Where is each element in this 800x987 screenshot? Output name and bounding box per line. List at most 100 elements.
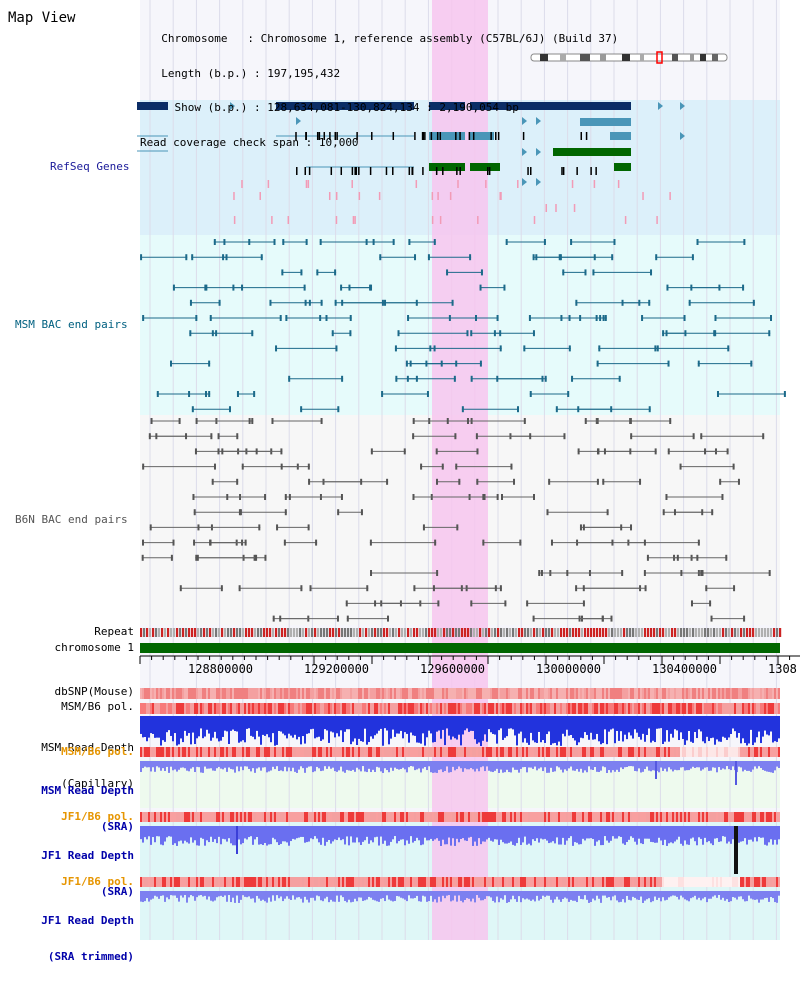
track-label-jf1-trim[interactable]: JF1 Read Depth (SRA trimmed) <box>41 891 134 987</box>
map-canvas[interactable] <box>0 0 800 940</box>
repeat-mark <box>485 628 488 637</box>
heat-strip-cell <box>488 877 490 887</box>
depth-bar <box>260 716 262 745</box>
heat-strip-cell <box>552 703 554 714</box>
axis-tick-label: 128800000 <box>188 662 254 676</box>
heat-strip-cell <box>338 688 340 699</box>
heat-strip-cell <box>312 877 314 887</box>
depth-bar <box>404 716 406 733</box>
repeat-mark <box>746 628 749 637</box>
depth-bar <box>144 891 146 902</box>
depth-bar <box>412 891 414 899</box>
depth-bar <box>340 826 342 841</box>
depth-bar <box>140 716 142 734</box>
heat-strip-cell <box>330 747 332 757</box>
repeat-mark <box>161 628 164 637</box>
depth-bar <box>344 716 346 732</box>
heat-strip-cell <box>634 688 636 699</box>
depth-bar <box>288 716 290 734</box>
heat-strip-cell <box>224 747 226 757</box>
heat-strip-cell <box>298 812 300 822</box>
depth-bar <box>426 716 428 738</box>
bac-end <box>618 375 621 382</box>
depth-bar <box>372 891 374 900</box>
track-label-msm-depth-cap[interactable]: MSM Read Depth (Capillary) <box>41 718 134 814</box>
heat-strip-cell <box>340 812 342 822</box>
track-label-jf1-b6-pol-1[interactable]: JF1/B6 pol. <box>61 810 134 823</box>
refseq-minor-mark <box>499 192 501 200</box>
track-label-chromosome[interactable]: chromosome 1 <box>54 641 134 654</box>
depth-bar <box>216 826 218 844</box>
depth-bar <box>710 826 712 844</box>
gene-block <box>429 163 465 171</box>
depth-bar <box>362 891 364 901</box>
track-label-refseq[interactable]: RefSeq Genes <box>50 160 130 173</box>
heat-strip-cell <box>336 703 338 714</box>
heat-strip-cell <box>582 877 584 887</box>
depth-bar <box>352 716 354 742</box>
heat-strip-cell <box>402 703 404 714</box>
exon-tick <box>472 132 475 140</box>
depth-bar <box>428 761 430 767</box>
bac-end <box>406 375 409 382</box>
heat-strip-cell <box>650 747 652 757</box>
depth-bar <box>256 891 258 896</box>
heat-strip-cell <box>456 812 458 822</box>
heat-strip-cell <box>578 688 580 699</box>
heat-strip-cell <box>690 688 692 699</box>
depth-bar <box>420 826 422 846</box>
depth-bar <box>612 891 614 897</box>
depth-bar <box>620 761 622 768</box>
track-label-msm-b6-pol-1[interactable]: MSM/B6 pol. <box>61 700 134 713</box>
heat-strip-cell <box>738 812 740 822</box>
track-label-dbsnp[interactable]: dbSNP(Mouse) <box>54 685 134 698</box>
depth-bar <box>726 826 728 844</box>
track-label-jf1-depth[interactable]: JF1 Read Depth (SRA) <box>41 826 134 922</box>
repeat-mark <box>695 628 698 637</box>
track-label-repeat[interactable]: Repeat <box>94 625 134 638</box>
heat-strip-cell <box>268 703 270 714</box>
heat-strip-cell <box>670 812 672 822</box>
heat-strip-cell <box>738 688 740 699</box>
heat-strip-cell <box>374 703 376 714</box>
heat-strip-cell <box>410 877 412 887</box>
track-label-msm-b6-pol-2[interactable]: MSM/B6 pol. <box>61 745 134 758</box>
depth-bar <box>696 891 698 900</box>
bac-end <box>667 448 670 455</box>
bac-end <box>300 406 303 413</box>
depth-bar <box>710 761 712 771</box>
bac-end <box>470 600 473 607</box>
depth-bar <box>472 716 474 731</box>
depth-bar <box>636 716 638 733</box>
bac-end <box>308 478 311 485</box>
depth-bar <box>562 761 564 773</box>
heat-strip-cell <box>252 688 254 699</box>
depth-bar <box>538 716 540 732</box>
depth-bar <box>350 716 352 745</box>
heat-strip-cell <box>686 812 688 822</box>
track-label-msm-depth-sra[interactable]: MSM Read Depth (SRA) <box>41 761 134 857</box>
track-label-b6n-bac[interactable]: B6N BAC end pairs <box>15 513 128 526</box>
depth-bar <box>494 716 496 735</box>
depth-bar <box>610 761 612 773</box>
heat-strip-cell <box>660 747 662 757</box>
depth-bar <box>492 761 494 773</box>
repeat-mark <box>266 628 269 637</box>
exon-tick <box>459 167 461 175</box>
depth-bar <box>190 891 192 896</box>
track-label-msm-bac[interactable]: MSM BAC end pairs <box>15 318 128 331</box>
depth-bar <box>198 716 200 737</box>
heat-strip-cell <box>428 812 430 822</box>
refseq-minor-mark <box>457 180 459 188</box>
heat-strip-cell <box>502 812 504 822</box>
depth-bar <box>234 826 236 846</box>
heat-strip-cell <box>688 812 690 822</box>
depth-bar <box>178 826 180 842</box>
heat-strip-cell <box>590 812 592 822</box>
track-label-jf1-b6-pol-2[interactable]: JF1/B6 pol. <box>61 875 134 888</box>
depth-bar <box>222 891 224 897</box>
bac-end <box>673 509 676 516</box>
heat-strip-cell <box>532 703 534 714</box>
depth-bar <box>684 716 686 745</box>
depth-bar <box>306 761 308 768</box>
